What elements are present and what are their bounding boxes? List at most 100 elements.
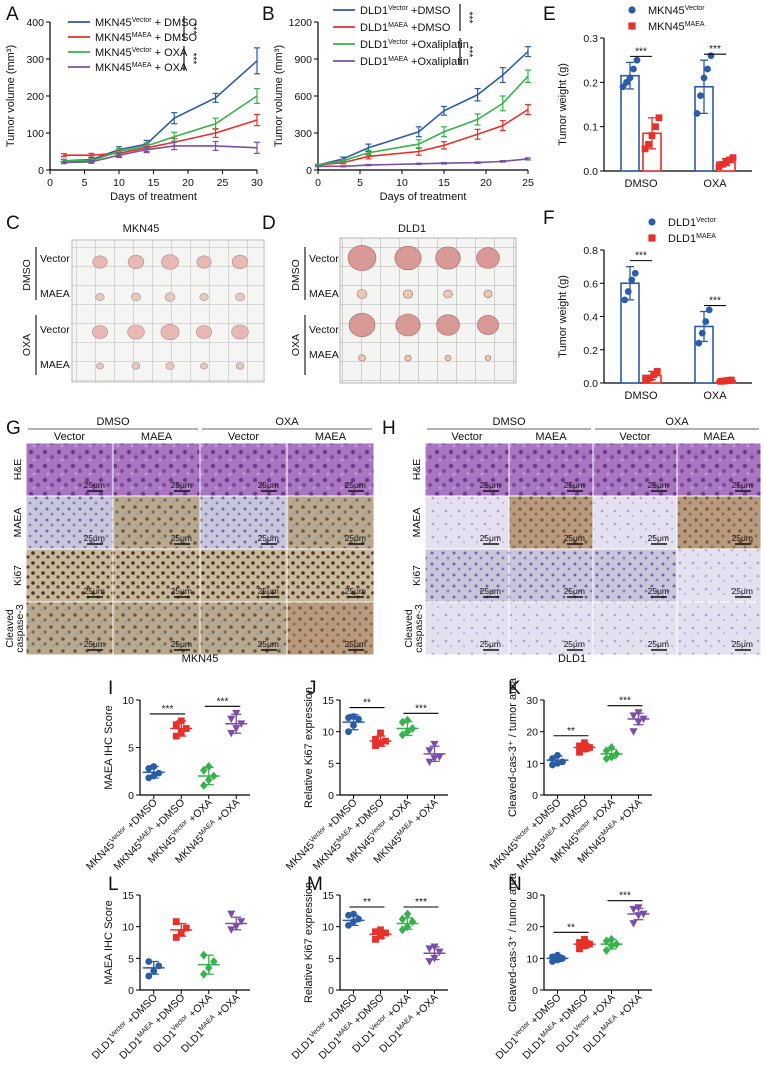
tumor-sample bbox=[127, 254, 145, 270]
tumor-sample bbox=[196, 255, 212, 269]
chart-a-tumor-volume-mkn45: 0 100 200 300 400 0 5 10 15 20 25 30 Days of treatme… bbox=[5, 16, 263, 203]
chart-f-tumor-weight-dld1: 0.0 0.2 0.4 0.6 0.8 Tumor weight (g) DMSO *** OX… bbox=[557, 217, 752, 402]
data-point bbox=[408, 917, 417, 927]
tumor-photo-mkn45: MKN45 DMSO OXA Vector MAEA Vector MAEA bbox=[21, 223, 265, 383]
ihc-scalebar-label: 25μm bbox=[564, 480, 585, 490]
ihc-image-tile bbox=[287, 549, 374, 602]
significance-label: *** bbox=[162, 704, 174, 715]
y-tick-label: 0.2 bbox=[583, 77, 598, 89]
significance-label: *** bbox=[187, 53, 198, 65]
y-tick-label: 5 bbox=[128, 743, 134, 755]
x-tick-label: 0 bbox=[47, 177, 53, 189]
ihc-image-tile bbox=[113, 549, 200, 602]
y-tick-label: 15 bbox=[122, 890, 134, 902]
ihc-scalebar-label: 25μm bbox=[258, 586, 279, 596]
ihc-image-tile bbox=[593, 602, 677, 655]
data-point bbox=[612, 939, 621, 949]
legend-label: DLD1Vector +DMSO bbox=[360, 5, 451, 17]
label-maea-d2: MAEA bbox=[309, 349, 339, 361]
data-point bbox=[425, 747, 434, 755]
ihc-image-tile bbox=[425, 496, 509, 549]
significance-label: *** bbox=[709, 44, 721, 55]
data-point bbox=[581, 745, 588, 753]
data-point bbox=[377, 932, 384, 940]
significance-label: *** bbox=[415, 703, 427, 714]
significance-label: *** bbox=[415, 897, 427, 908]
data-point bbox=[576, 939, 583, 946]
data-point bbox=[581, 739, 588, 747]
label-maea-d1: MAEA bbox=[309, 288, 339, 300]
data-point bbox=[372, 928, 379, 936]
data-point bbox=[200, 969, 208, 979]
y-tick-label: 15 bbox=[322, 890, 334, 902]
x-axis-label: Days of treatment bbox=[110, 191, 197, 203]
x-tick-label: DMSO bbox=[625, 178, 658, 190]
y-tick-label: 10 bbox=[322, 922, 334, 934]
data-point bbox=[177, 929, 185, 937]
y-tick-label: 0.6 bbox=[583, 278, 598, 290]
data-point bbox=[430, 740, 439, 749]
panel-letter-i: I bbox=[108, 678, 113, 699]
y-tick-label: 0 bbox=[38, 165, 44, 177]
series-line bbox=[63, 119, 258, 156]
data-point bbox=[639, 715, 648, 724]
data-point bbox=[227, 729, 236, 738]
tumor-sample bbox=[131, 292, 141, 302]
panel-letter-k: K bbox=[508, 678, 521, 699]
tumor-photo-dld1: DLD1 DMSO OXA Vector MAEA Vector MAEA bbox=[290, 223, 517, 384]
tumor-sample bbox=[402, 289, 413, 299]
panel-letter-f: F bbox=[543, 208, 555, 229]
data-point bbox=[724, 377, 732, 384]
data-point bbox=[182, 924, 190, 932]
x-tick-label: 5 bbox=[82, 177, 88, 189]
ihc-image-tile bbox=[287, 602, 374, 655]
tumor-sample bbox=[231, 324, 249, 340]
data-point bbox=[350, 713, 357, 720]
data-point bbox=[729, 154, 737, 162]
legend-label: MKN45Vector bbox=[648, 5, 705, 17]
tumor-sample bbox=[395, 313, 421, 337]
y-tick-label: 0.0 bbox=[583, 378, 598, 390]
ihc-scalebar-label: 25μm bbox=[564, 533, 585, 543]
y-tick-label: 300 bbox=[26, 54, 44, 66]
ihc-image-tile bbox=[113, 496, 200, 549]
y-tick-label: 0.3 bbox=[583, 33, 598, 45]
x-tick-label: 20 bbox=[480, 177, 492, 189]
data-point bbox=[435, 753, 444, 762]
tumor-sample bbox=[476, 247, 500, 269]
ihc-column-header: Vector bbox=[451, 431, 483, 443]
tumor-sample bbox=[95, 293, 105, 301]
data-point bbox=[643, 376, 651, 384]
significance-label: ** bbox=[567, 726, 575, 737]
data-point bbox=[612, 749, 621, 759]
y-tick-label: 0 bbox=[328, 985, 334, 997]
data-point bbox=[408, 724, 417, 733]
ihc-row-label: MAEA bbox=[12, 508, 24, 538]
label-dmso-c: DMSO bbox=[21, 259, 33, 291]
y-tick-label: 30 bbox=[526, 695, 538, 707]
data-point bbox=[398, 730, 407, 740]
ihc-scalebar-label: 25μm bbox=[84, 639, 105, 649]
x-tick-label: 10 bbox=[396, 177, 408, 189]
ihc-column-header: Vector bbox=[54, 431, 86, 443]
y-tick-label: 200 bbox=[26, 91, 44, 103]
x-tick-label: DMSO bbox=[625, 390, 658, 402]
data-point bbox=[705, 306, 713, 314]
data-point bbox=[581, 935, 588, 943]
ihc-column-header: MAEA bbox=[703, 431, 735, 443]
ihc-image-tile bbox=[287, 496, 374, 549]
data-point bbox=[704, 65, 711, 73]
ihc-scalebar-label: 25μm bbox=[480, 639, 501, 649]
tumor-sample bbox=[235, 362, 245, 370]
x-tick-label: 20 bbox=[182, 177, 194, 189]
data-point bbox=[430, 954, 439, 963]
data-point bbox=[177, 728, 185, 736]
y-tick-label: 300 bbox=[294, 128, 312, 140]
ihc-image-tile bbox=[200, 496, 287, 549]
data-point bbox=[145, 958, 153, 965]
x-tick-label: 25 bbox=[522, 177, 534, 189]
data-point bbox=[576, 945, 583, 953]
ihc-row-label: Cleaved bbox=[4, 609, 16, 648]
